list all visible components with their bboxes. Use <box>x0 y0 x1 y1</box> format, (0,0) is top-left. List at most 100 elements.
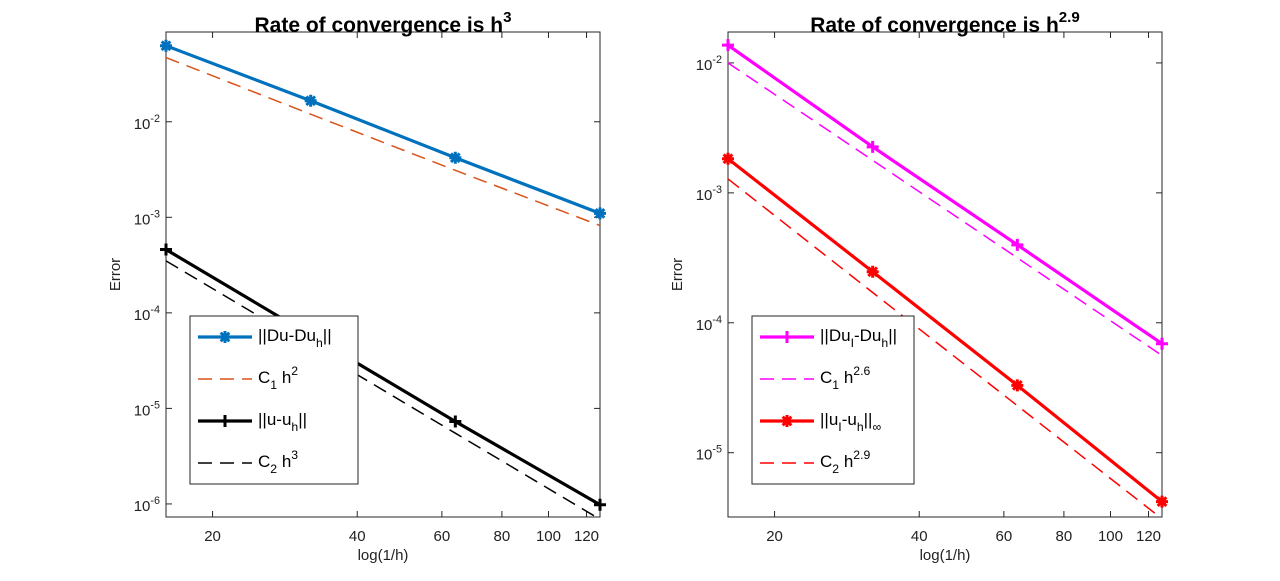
marker <box>722 152 734 165</box>
text-part: ||Du-Du <box>258 326 316 345</box>
x-tick-label: 120 <box>1136 528 1161 545</box>
text-part: C <box>258 368 270 387</box>
text-part: -Du <box>854 326 881 345</box>
text-part: -3 <box>712 184 722 196</box>
marker <box>594 498 606 511</box>
text-part: 3 <box>291 448 298 462</box>
legend-marker <box>219 331 231 343</box>
text-part: h <box>277 452 291 471</box>
text-part: -4 <box>150 304 160 316</box>
x-tick-label: 20 <box>204 528 221 545</box>
text-part: || <box>323 326 332 345</box>
text-part: h <box>881 336 888 350</box>
text-part: 10 <box>696 447 713 464</box>
text-part: 1 <box>270 378 277 392</box>
legend-label: C2 h3 <box>258 448 298 476</box>
axes-box <box>727 31 1163 518</box>
legend-label: ||uI-uh||∞ <box>820 410 881 434</box>
text-part: -5 <box>150 399 160 411</box>
text-part: Rate of convergence is h <box>255 14 504 37</box>
marker <box>594 207 606 220</box>
series-line <box>728 43 1162 346</box>
x-tick-label: 60 <box>434 528 451 545</box>
text-part: ||Du <box>820 326 851 345</box>
text-part: 10 <box>134 211 151 228</box>
y-tick-label: 10-5 <box>696 444 722 464</box>
series-line <box>166 248 600 507</box>
y-tick-label: 10-4 <box>134 304 160 324</box>
y-axis-label: Error <box>107 258 124 291</box>
text-part: 10 <box>696 187 713 204</box>
text-part: 2.6 <box>853 364 870 378</box>
series-line <box>166 44 600 215</box>
text-part: I <box>851 336 854 350</box>
text-part: 10 <box>134 307 151 324</box>
text-part: C <box>258 452 270 471</box>
legend-box <box>189 315 359 485</box>
text-part: || <box>888 326 897 345</box>
legend-marker <box>219 415 231 427</box>
text-part: -2 <box>712 54 722 66</box>
x-tick-label: 40 <box>349 528 366 545</box>
marker <box>160 243 172 256</box>
legend-label: ||Du-Duh|| <box>258 326 332 350</box>
text-part: h <box>839 452 853 471</box>
text-part: 10 <box>696 57 713 74</box>
marker <box>1011 379 1024 392</box>
y-axis-label: Error <box>669 258 686 291</box>
legend-label: ||DuI-Duh|| <box>820 326 897 350</box>
x-tick-label: 40 <box>911 528 928 545</box>
series-line <box>728 157 1162 503</box>
y-tick-label: 10-3 <box>696 184 722 204</box>
marker <box>866 140 879 153</box>
text-part: -3 <box>150 208 160 220</box>
marker <box>866 265 879 278</box>
text-part: || <box>864 410 873 429</box>
x-axis-label: log(1/h) <box>358 547 409 564</box>
axes-box <box>165 31 601 518</box>
text-part: 10 <box>134 402 151 419</box>
text-part: 2 <box>832 462 839 476</box>
text-part: || <box>298 410 307 429</box>
legend-label: C1 h2 <box>258 364 298 392</box>
x-tick-label: 20 <box>766 528 783 545</box>
y-tick-label: 10-2 <box>134 113 160 133</box>
legend-label: C1 h2.6 <box>820 364 870 392</box>
legend-box <box>751 315 915 485</box>
x-axis-label: log(1/h) <box>920 547 971 564</box>
x-tick-label: 120 <box>574 528 599 545</box>
text-part: 2 <box>270 462 277 476</box>
marker <box>304 94 317 107</box>
text-part: 2.9 <box>853 448 870 462</box>
text-part: ||u-u <box>258 410 291 429</box>
marker <box>1156 337 1168 350</box>
y-tick-label: 10-4 <box>696 314 722 334</box>
marker <box>1011 238 1024 251</box>
text-part: h <box>316 336 323 350</box>
text-part: h <box>277 368 291 387</box>
legend-label: C2 h2.9 <box>820 448 870 476</box>
text-part: 10 <box>134 116 151 133</box>
y-tick-label: 10-3 <box>134 208 160 228</box>
marker <box>160 39 172 52</box>
x-tick-label: 100 <box>536 528 561 545</box>
legend-marker <box>781 415 793 427</box>
marker <box>722 39 734 52</box>
chart-title: Rate of convergence is h3 <box>255 9 512 37</box>
legend-marker <box>781 331 793 343</box>
text-part: h <box>291 420 298 434</box>
chart-title: Rate of convergence is h2.9 <box>810 9 1080 37</box>
text-part: 1 <box>832 378 839 392</box>
x-tick-label: 100 <box>1098 528 1123 545</box>
text-part: C <box>820 452 832 471</box>
marker <box>1156 495 1168 508</box>
series-line <box>728 178 1161 517</box>
text-part: -6 <box>150 495 160 507</box>
text-part: -4 <box>712 314 722 326</box>
series-line <box>166 260 598 517</box>
x-tick-label: 60 <box>996 528 1013 545</box>
text-part: Rate of convergence is h <box>810 14 1059 37</box>
series-line <box>166 56 600 227</box>
y-tick-label: 10-5 <box>134 399 160 419</box>
